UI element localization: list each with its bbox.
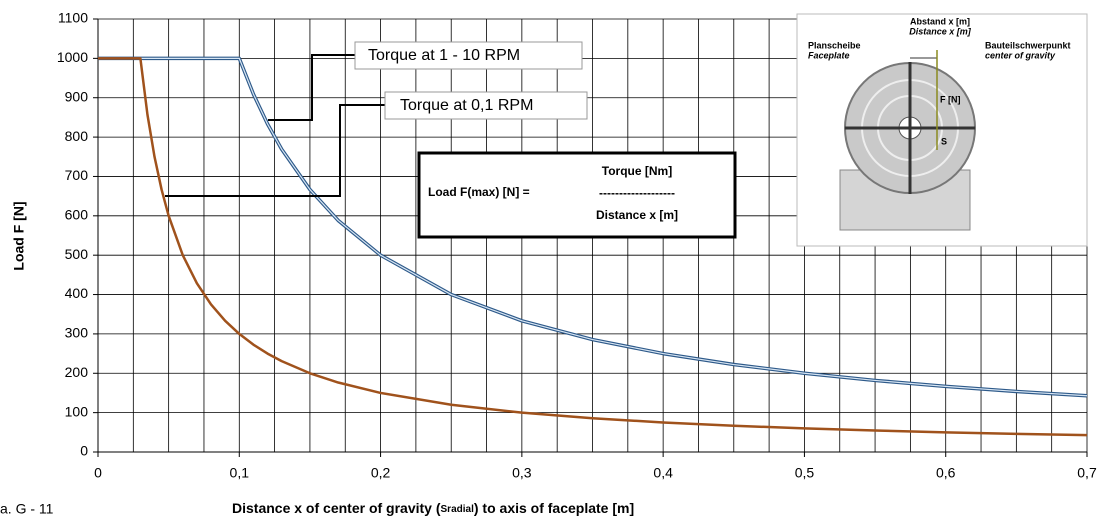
y-tick-label: 700 bbox=[65, 167, 89, 183]
callout-box bbox=[384, 91, 588, 120]
y-tick-label: 500 bbox=[65, 246, 89, 262]
formula-numerator: Torque [Nm] bbox=[602, 164, 672, 178]
inset-label: Planscheibe bbox=[808, 40, 861, 50]
formula-denominator: Distance x [m] bbox=[596, 208, 678, 222]
x-axis-label-sub: Sradial bbox=[441, 504, 475, 515]
x-tick-label: 0,5 bbox=[795, 465, 815, 481]
callout-connector bbox=[268, 54, 355, 121]
inset-label: Bauteilschwerpunkt bbox=[985, 40, 1071, 50]
y-tick-label: 1000 bbox=[57, 49, 88, 65]
x-tick-label: 0,3 bbox=[512, 465, 532, 481]
y-tick-label: 200 bbox=[65, 364, 89, 380]
inset-label: S bbox=[941, 136, 947, 146]
y-tick-label: 300 bbox=[65, 325, 89, 341]
inset-image: Abstand x [m] Distance x [m] Planscheibe… bbox=[796, 13, 1088, 247]
callout-connector bbox=[165, 104, 385, 197]
callout-label: Torque at 0,1 RPM bbox=[400, 97, 533, 114]
y-tick-label: 800 bbox=[65, 128, 89, 144]
y-tick-label: 600 bbox=[65, 207, 89, 223]
series-line-highlight bbox=[98, 57, 1088, 397]
y-axis-label: Load F [N] bbox=[11, 201, 27, 270]
callout-box bbox=[354, 41, 583, 70]
y-tick-label: 0 bbox=[80, 443, 88, 459]
inset-label: center of gravity bbox=[985, 50, 1056, 60]
y-tick-label: 400 bbox=[65, 285, 89, 301]
inset-label: Distance x [m] bbox=[909, 26, 972, 36]
footnote: a. G - 11 bbox=[0, 501, 54, 517]
series-line bbox=[98, 57, 1088, 437]
y-tick-label: 100 bbox=[65, 403, 89, 419]
x-axis-label-part: ) to axis of faceplate [m] bbox=[474, 500, 634, 516]
x-tick-label: 0,7 bbox=[1077, 465, 1097, 481]
formula-bar: ------------------- bbox=[599, 186, 675, 200]
formula-box bbox=[417, 151, 737, 239]
formula-lhs: Load F(max) [N] = bbox=[428, 185, 530, 199]
x-tick-label: 0,6 bbox=[936, 465, 956, 481]
x-tick-label: 0,4 bbox=[653, 465, 673, 481]
x-tick-label: 0,1 bbox=[230, 465, 250, 481]
y-tick-label: 1100 bbox=[58, 10, 88, 26]
inset-label: Faceplate bbox=[808, 50, 850, 60]
inset-label: Abstand x [m] bbox=[910, 16, 970, 26]
x-tick-label: 0 bbox=[94, 465, 102, 481]
inset-label: F [N] bbox=[940, 94, 961, 104]
x-axis-label-part: Distance x of center of gravity ( bbox=[232, 500, 441, 516]
y-tick-label: 900 bbox=[65, 88, 89, 104]
x-axis-label: Distance x of center of gravity (Sradial… bbox=[232, 500, 634, 516]
annotations: Torque at 1 - 10 RPM Torque at 0,1 RPM L… bbox=[165, 13, 1088, 247]
callout-label: Torque at 1 - 10 RPM bbox=[368, 47, 520, 64]
x-tick-label: 0,2 bbox=[371, 465, 391, 481]
